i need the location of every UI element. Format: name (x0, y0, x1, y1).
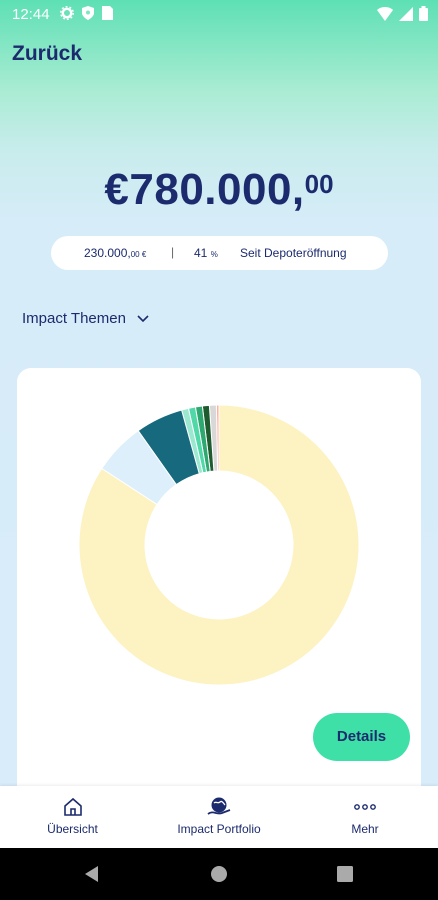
wifi-icon (377, 6, 393, 21)
status-left-icons (60, 6, 113, 20)
nav-label-impact-portfolio: Impact Portfolio (177, 822, 261, 836)
back-button[interactable]: Zurück (12, 42, 83, 65)
chevron-down-icon (137, 314, 149, 322)
home-circle-icon[interactable] (210, 865, 228, 883)
nav-item-impact-portfolio[interactable]: Impact Portfolio (160, 786, 278, 848)
recents-square-icon[interactable] (337, 866, 353, 882)
gain-amount: 230.000, (84, 246, 131, 260)
pill-separator: | (171, 245, 175, 259)
status-time: 12:44 (12, 6, 50, 23)
nav-item-more[interactable]: Mehr (330, 786, 400, 848)
portfolio-balance: €780.000,00 (0, 165, 438, 215)
gain-percent-value: 41 (194, 246, 208, 260)
globe-hand-icon (207, 797, 231, 815)
since-label: Seit Depoteröffnung (240, 246, 347, 260)
status-right-icons (377, 6, 428, 21)
system-navigation-bar (0, 848, 438, 900)
gain-suffix: 00 € (130, 250, 147, 259)
battery-icon (419, 6, 428, 21)
balance-cents: 00 (304, 169, 334, 199)
donut-chart (78, 404, 360, 686)
impact-themes-dropdown[interactable]: Impact Themen (22, 310, 150, 327)
nav-item-overview[interactable]: Übersicht (30, 786, 115, 848)
back-triangle-icon[interactable] (84, 865, 100, 883)
balance-main: €780.000, (104, 165, 305, 214)
impact-themes-label: Impact Themen (22, 310, 126, 327)
sim-card-icon (102, 6, 113, 20)
gain-percent-sign: % (210, 250, 218, 259)
nav-label-more: Mehr (351, 822, 379, 836)
more-dots-icon (354, 804, 376, 810)
gain-percent: 41 % (194, 246, 218, 260)
performance-pill: 230.000,00 € | 41 % Seit Depoteröffnung (51, 236, 388, 270)
status-bar: 12:44 (0, 0, 438, 30)
settings-icon (60, 6, 74, 20)
nav-label-overview: Übersicht (47, 822, 98, 836)
bottom-navigation: Übersicht Impact Portfolio Mehr (0, 786, 438, 848)
signal-icon (399, 6, 413, 21)
gain-value: 230.000,00 € (84, 246, 146, 260)
details-button[interactable]: Details (313, 713, 410, 761)
home-icon (63, 797, 82, 816)
donut-slice-8[interactable] (78, 404, 360, 686)
shield-icon (82, 6, 94, 20)
